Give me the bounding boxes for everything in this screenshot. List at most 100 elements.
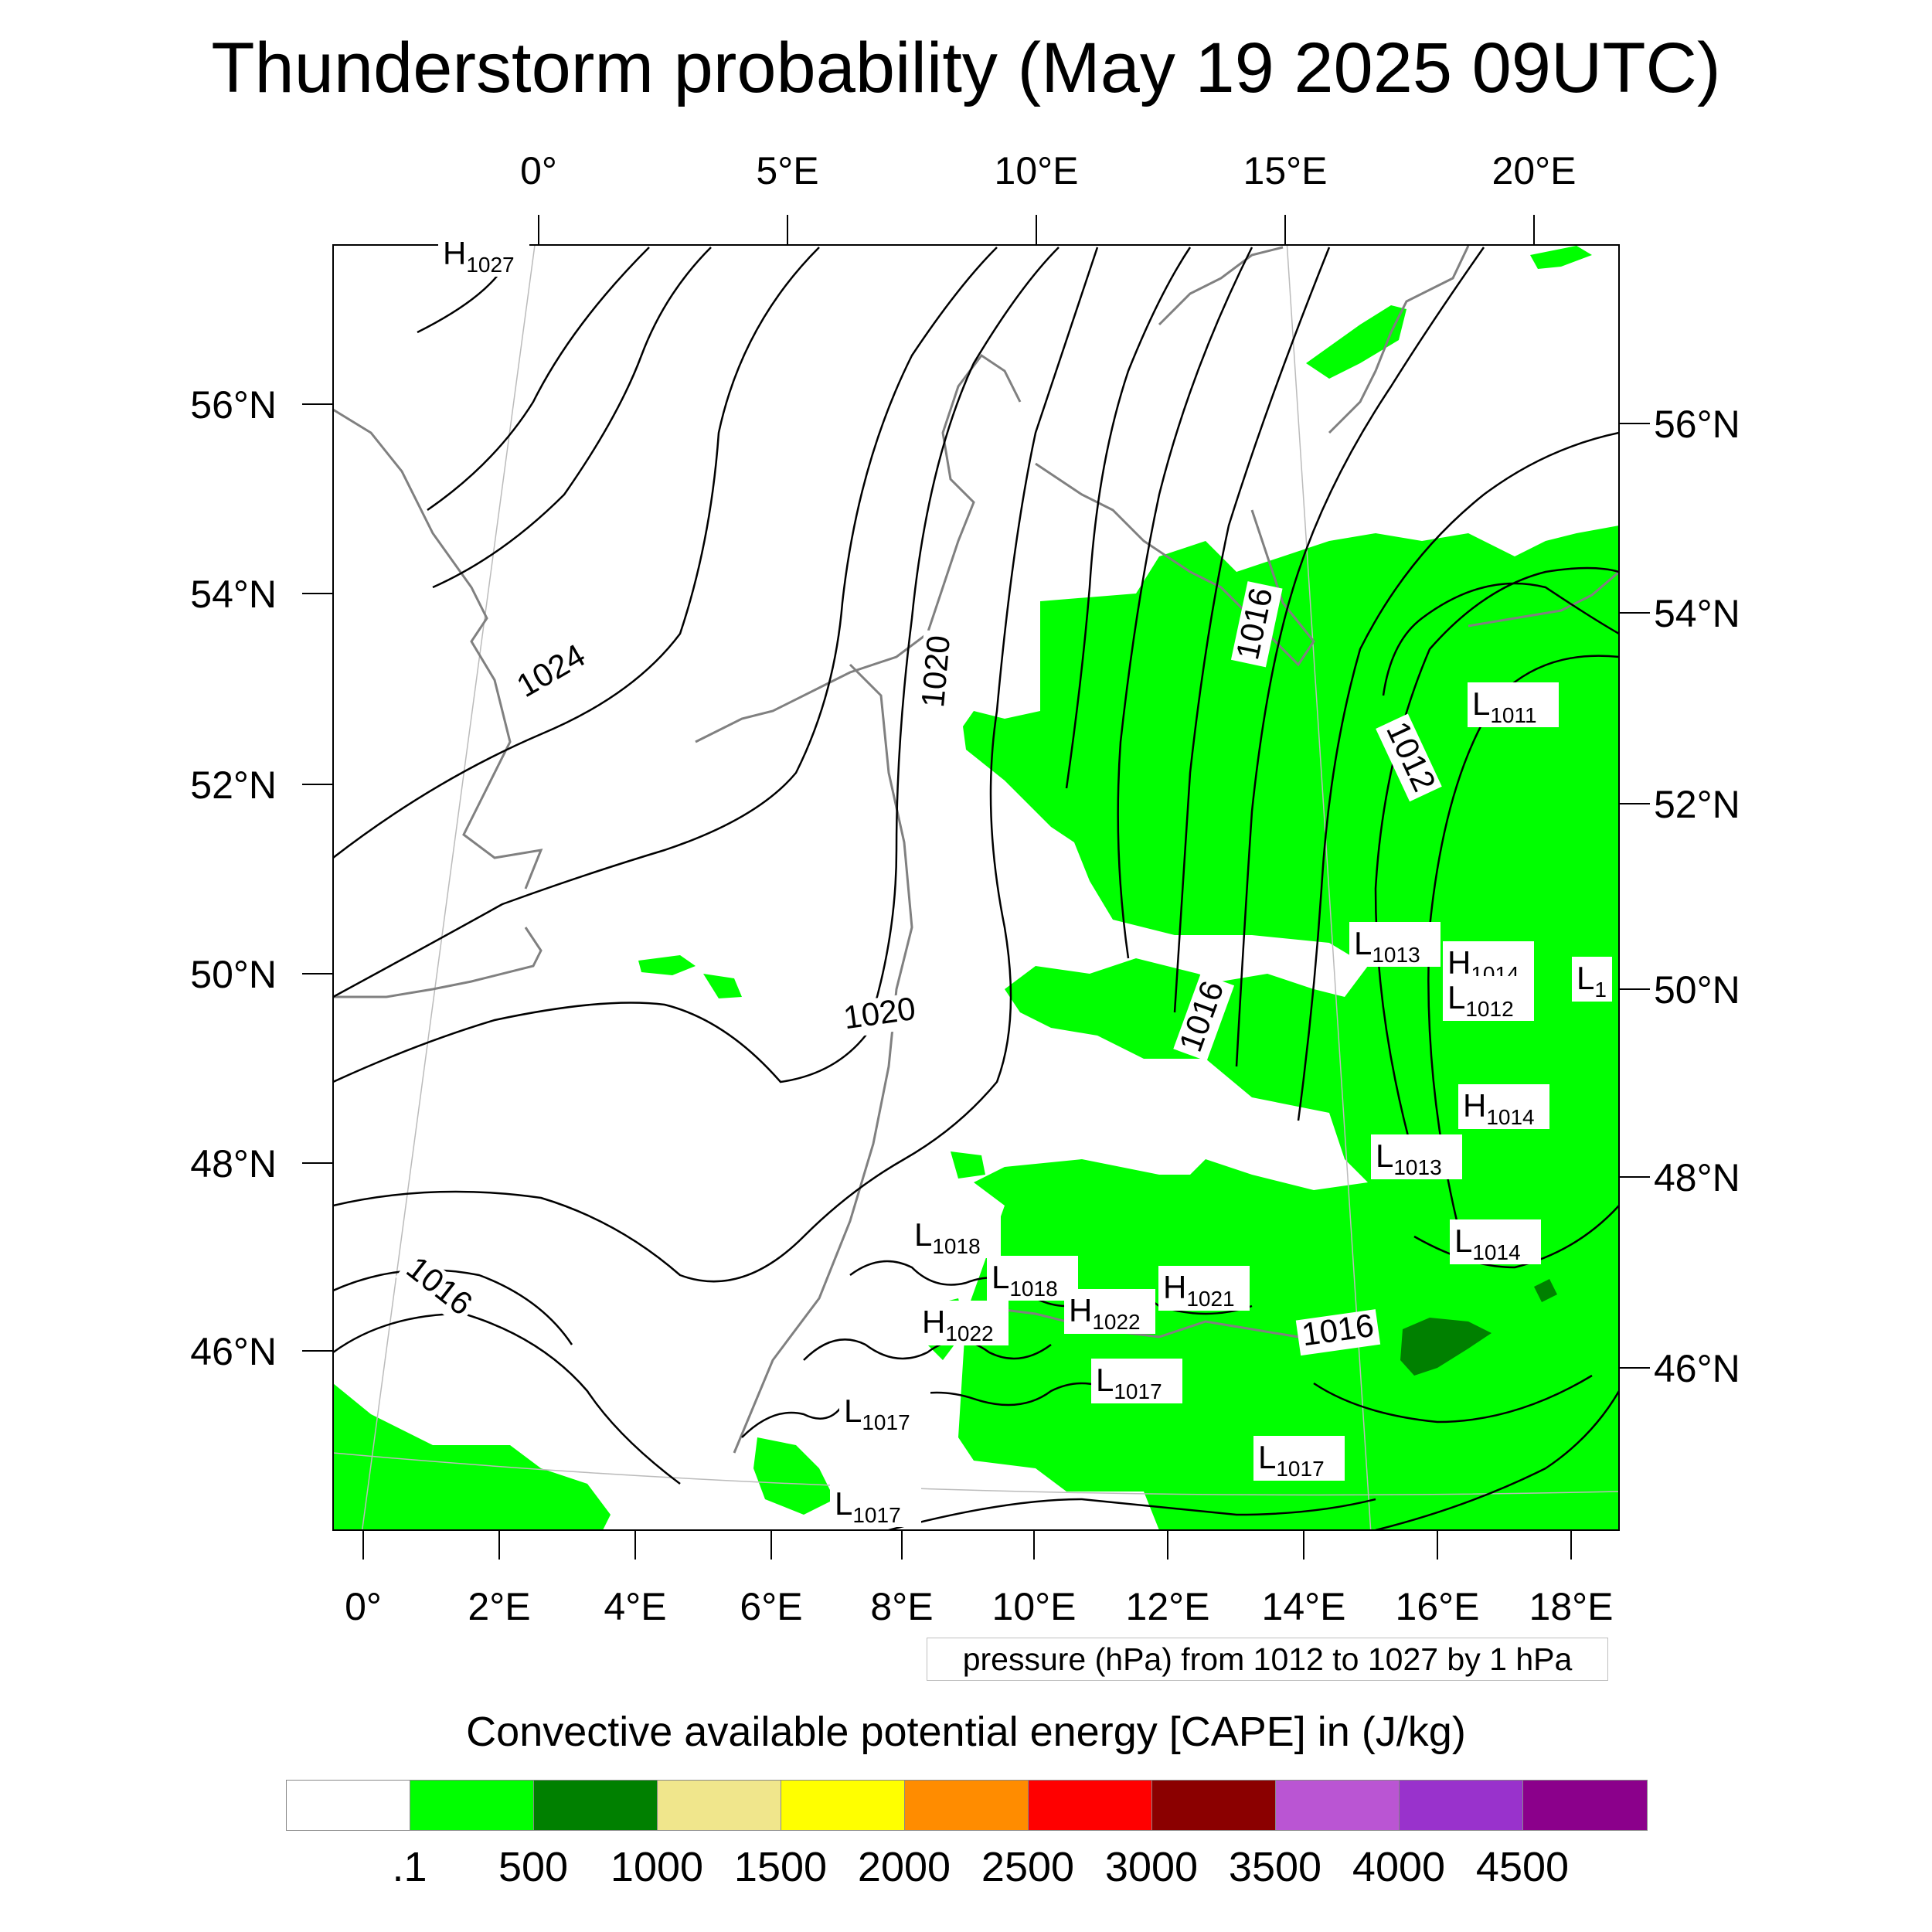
- right-lat-label: 56°N: [1654, 403, 1740, 446]
- pressure-center-label: L1018: [910, 1213, 1001, 1258]
- pressure-center-label: L1014: [1450, 1219, 1541, 1264]
- right-lat-label: 50°N: [1654, 968, 1740, 1012]
- bottom-lon-label: 8°E: [870, 1585, 933, 1628]
- pressure-center-value: 1017: [1114, 1379, 1162, 1403]
- colorbar-tick-label: 500: [498, 1844, 569, 1890]
- pressure-center-value: 1013: [1393, 1155, 1441, 1179]
- colorbar-tick-label: 2000: [857, 1844, 951, 1890]
- bottom-lon-label: 2°E: [468, 1585, 530, 1628]
- colorbar-swatch: [410, 1781, 534, 1830]
- left-lat-label: 46°N: [190, 1330, 277, 1373]
- bottom-lon-label: 10°E: [992, 1585, 1077, 1628]
- top-lon-label: 5°E: [756, 149, 818, 192]
- pressure-center-value: 1012: [1465, 997, 1513, 1021]
- left-lat-label: 50°N: [190, 953, 277, 996]
- bottom-lon-label: 4°E: [604, 1585, 666, 1628]
- pressure-center-text: H1027: [443, 235, 515, 277]
- colorbar-tick-label: 1500: [733, 1844, 828, 1890]
- pressure-center-label: L1013: [1349, 922, 1440, 967]
- cape-area-france: [638, 955, 696, 975]
- pressure-center-label: H1021: [1158, 1266, 1250, 1311]
- left-lat-label: 54°N: [190, 573, 277, 616]
- colorbar-swatch: [1152, 1781, 1276, 1830]
- pressure-center-label: L1012: [1443, 976, 1534, 1021]
- colorbar-swatch: [287, 1781, 410, 1830]
- pressure-center-value: 1021: [1186, 1287, 1234, 1311]
- pressure-center-value: 1017: [862, 1410, 910, 1434]
- right-lat-label: 48°N: [1654, 1156, 1740, 1199]
- pressure-center-value: 1011: [1490, 703, 1536, 727]
- pressure-center-value: 1022: [945, 1321, 993, 1345]
- colorbar-tick-label: 3000: [1104, 1844, 1199, 1890]
- left-lat-label: 52°N: [190, 764, 277, 807]
- cape-area-southwest: [333, 1383, 611, 1530]
- pressure-note: pressure (hPa) from 1012 to 1027 by 1 hP…: [927, 1638, 1608, 1681]
- pressure-center-value: 1018: [1009, 1277, 1057, 1301]
- pressure-center-label: L1: [1572, 957, 1612, 1002]
- colorbar-swatch: [1276, 1781, 1400, 1830]
- top-lon-label: 0°: [520, 149, 557, 192]
- pressure-center-label: L1018: [987, 1256, 1078, 1301]
- bottom-lon-label: 12°E: [1126, 1585, 1210, 1628]
- colorbar-swatch: [1523, 1781, 1647, 1830]
- isobars: [333, 245, 1619, 1530]
- bottom-lon-label: 6°E: [740, 1585, 802, 1628]
- pressure-center-value: 1013: [1372, 943, 1420, 967]
- colorbar-title: Convective available potential energy [C…: [466, 1709, 1466, 1755]
- colorbar-tick-label: 1000: [610, 1844, 704, 1890]
- cape-area-scandinavia: [1306, 305, 1406, 379]
- pressure-center-value: 1: [1594, 978, 1607, 1002]
- map-title: Thunderstorm probability (May 19 2025 09…: [211, 29, 1721, 107]
- bottom-ticks: [362, 1530, 1572, 1560]
- bottom-lon-label: 16°E: [1396, 1585, 1480, 1628]
- colorbar-tick-label: 4000: [1352, 1844, 1446, 1890]
- pressure-center-value: 1017: [1276, 1457, 1324, 1481]
- pressure-center-value: 1018: [932, 1234, 980, 1258]
- colorbar-swatch: [905, 1781, 1029, 1830]
- bottom-lon-label: 14°E: [1262, 1585, 1346, 1628]
- isobar-label: 1020: [914, 634, 957, 709]
- cape-area-dark: [1400, 1318, 1492, 1376]
- cape-area-east: [958, 526, 1619, 1530]
- pressure-center-value: 1014: [1486, 1105, 1534, 1129]
- right-lat-label: 52°N: [1654, 783, 1740, 826]
- colorbar-tick-label: .1: [392, 1844, 427, 1890]
- colorbar-tick-label: 3500: [1228, 1844, 1322, 1890]
- cape-shading: [333, 246, 1619, 1530]
- top-ticks: [538, 215, 1535, 245]
- left-ticks: [302, 403, 333, 1352]
- colorbar-tick-label: 4500: [1475, 1844, 1570, 1890]
- bottom-lon-label: 18°E: [1529, 1585, 1614, 1628]
- pressure-center-label: L1017: [1253, 1436, 1345, 1481]
- pressure-center-label: H1014: [1458, 1084, 1549, 1129]
- map-frame: [332, 244, 1620, 1531]
- pressure-center-label: L1017: [1091, 1359, 1182, 1403]
- pressure-center-value: 1017: [852, 1503, 900, 1527]
- pressure-center-value: 1014: [1472, 1240, 1520, 1264]
- top-lon-label: 20°E: [1492, 149, 1577, 192]
- pressure-center-label: L1017: [830, 1482, 921, 1527]
- cape-area-southwest-2: [753, 1437, 835, 1515]
- pressure-center-value: 1022: [1092, 1310, 1140, 1334]
- left-lat-label: 56°N: [190, 383, 277, 427]
- right-lat-label: 46°N: [1654, 1347, 1740, 1390]
- pressure-center-label: L1017: [839, 1389, 930, 1434]
- bottom-lon-label: 0°: [345, 1585, 382, 1628]
- pressure-center-text: L1011: [1472, 685, 1537, 727]
- colorbar-swatch: [658, 1781, 781, 1830]
- top-lon-label: 10°E: [995, 149, 1079, 192]
- pressure-center-text: L1012: [1447, 979, 1514, 1021]
- right-lat-label: 54°N: [1654, 592, 1740, 635]
- cape-area-france-2: [703, 974, 742, 998]
- cape-area-central: [951, 1151, 985, 1179]
- cape-area-dark-2: [1534, 1279, 1557, 1302]
- colorbar-swatch: [1029, 1781, 1152, 1830]
- colorbar-swatch: [781, 1781, 905, 1830]
- pressure-center-value: 1027: [466, 253, 514, 277]
- cape-area-scandinavia-2: [1530, 246, 1592, 269]
- top-lon-label: 15°E: [1243, 149, 1328, 192]
- left-lat-label: 48°N: [190, 1142, 277, 1185]
- pressure-center-label: L1011: [1468, 682, 1559, 727]
- colorbar: [286, 1780, 1648, 1831]
